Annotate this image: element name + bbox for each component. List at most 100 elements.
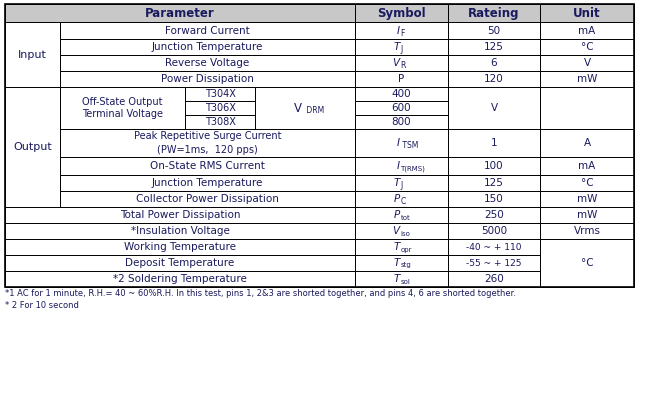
Text: 120: 120 xyxy=(484,74,504,84)
Text: 260: 260 xyxy=(484,274,504,284)
Bar xyxy=(448,207,540,223)
Text: Rateing: Rateing xyxy=(468,7,520,19)
Text: 6: 6 xyxy=(490,58,497,68)
Text: 125: 125 xyxy=(484,42,504,52)
Text: T306X: T306X xyxy=(205,103,235,113)
Bar xyxy=(255,87,355,129)
Bar xyxy=(448,223,540,239)
Text: mA: mA xyxy=(578,161,596,171)
Text: J: J xyxy=(400,181,403,190)
Text: I: I xyxy=(396,26,400,35)
Text: V: V xyxy=(583,58,591,68)
Text: T304X: T304X xyxy=(205,89,235,99)
Text: opr: opr xyxy=(400,246,412,253)
Bar xyxy=(540,207,634,223)
Text: 150: 150 xyxy=(484,194,504,204)
Text: T: T xyxy=(393,274,400,284)
Bar xyxy=(60,191,355,207)
Text: Output: Output xyxy=(13,142,52,152)
Text: V: V xyxy=(490,103,498,113)
Text: 50: 50 xyxy=(487,26,500,35)
Bar xyxy=(355,223,448,239)
Text: °C: °C xyxy=(581,42,593,52)
Bar xyxy=(355,271,448,287)
Bar xyxy=(355,39,448,55)
Text: Input: Input xyxy=(18,49,47,59)
Bar xyxy=(540,87,634,129)
Bar xyxy=(448,129,540,157)
Text: 1: 1 xyxy=(490,138,497,148)
Bar xyxy=(448,239,540,255)
Text: mW: mW xyxy=(577,210,597,220)
Text: mA: mA xyxy=(578,26,596,35)
Text: -55 ~ + 125: -55 ~ + 125 xyxy=(466,258,522,267)
Bar xyxy=(540,157,634,175)
Bar xyxy=(5,207,355,223)
Text: On-State RMS Current: On-State RMS Current xyxy=(150,161,265,171)
Bar xyxy=(448,157,540,175)
Text: °C: °C xyxy=(581,258,593,268)
Bar xyxy=(448,255,540,271)
Bar xyxy=(448,175,540,191)
Text: Peak Repetitive Surge Current: Peak Repetitive Surge Current xyxy=(134,131,281,141)
Bar xyxy=(448,4,540,22)
Bar xyxy=(355,239,448,255)
Text: Unit: Unit xyxy=(573,7,601,19)
Text: J: J xyxy=(400,45,403,54)
Text: R: R xyxy=(400,61,406,70)
Text: P: P xyxy=(398,74,405,84)
Bar xyxy=(60,71,355,87)
Bar xyxy=(355,71,448,87)
Text: T: T xyxy=(393,42,400,52)
Bar xyxy=(355,4,448,22)
Bar xyxy=(448,271,540,287)
Bar xyxy=(60,39,355,55)
Bar xyxy=(355,22,448,39)
Text: stg: stg xyxy=(400,262,411,269)
Bar xyxy=(540,4,634,22)
Bar xyxy=(355,115,448,129)
Text: Symbol: Symbol xyxy=(377,7,426,19)
Bar xyxy=(5,22,60,87)
Text: *Insulation Voltage: *Insulation Voltage xyxy=(131,226,230,236)
Text: P: P xyxy=(393,194,400,204)
Text: 800: 800 xyxy=(392,117,411,127)
Bar xyxy=(540,22,634,39)
Bar xyxy=(540,191,634,207)
Text: Junction Temperature: Junction Temperature xyxy=(152,178,263,188)
Bar xyxy=(60,55,355,71)
Bar xyxy=(448,87,540,129)
Bar xyxy=(540,55,634,71)
Text: * 2 For 10 second: * 2 For 10 second xyxy=(5,302,79,311)
Bar xyxy=(355,175,448,191)
Text: V: V xyxy=(392,58,400,68)
Text: (PW=1ms,  120 pps): (PW=1ms, 120 pps) xyxy=(157,145,258,155)
Text: Junction Temperature: Junction Temperature xyxy=(152,42,263,52)
Text: -40 ~ + 110: -40 ~ + 110 xyxy=(466,243,522,251)
Text: I: I xyxy=(396,161,400,171)
Bar xyxy=(60,175,355,191)
Bar xyxy=(355,55,448,71)
Bar xyxy=(448,71,540,87)
Bar xyxy=(355,129,448,157)
Text: V: V xyxy=(392,226,400,236)
Text: Reverse Voltage: Reverse Voltage xyxy=(165,58,250,68)
Bar xyxy=(540,71,634,87)
Text: I: I xyxy=(396,138,400,148)
Bar xyxy=(448,39,540,55)
Text: *1 AC for 1 minute, R.H.= 40 ~ 60%R.H. In this test, pins 1, 2&3 are shorted tog: *1 AC for 1 minute, R.H.= 40 ~ 60%R.H. I… xyxy=(5,288,516,297)
Text: Vrms: Vrms xyxy=(574,226,600,236)
Text: T: T xyxy=(393,178,400,188)
Bar xyxy=(5,223,355,239)
Bar xyxy=(185,87,255,101)
Text: iso: iso xyxy=(400,230,410,236)
Text: Power Dissipation: Power Dissipation xyxy=(161,74,254,84)
Bar xyxy=(540,223,634,239)
Text: T: T xyxy=(393,242,400,252)
Bar xyxy=(5,87,60,207)
Bar xyxy=(355,191,448,207)
Text: Working Temperature: Working Temperature xyxy=(124,242,236,252)
Bar xyxy=(185,115,255,129)
Bar xyxy=(5,271,355,287)
Text: 250: 250 xyxy=(484,210,504,220)
